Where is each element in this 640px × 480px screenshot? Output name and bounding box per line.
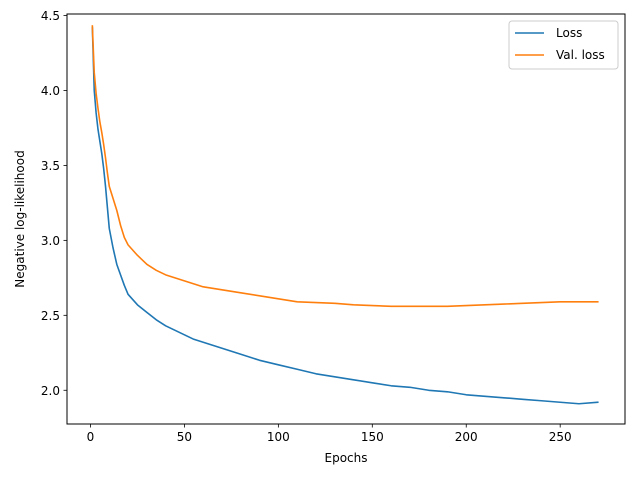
plot-frame: [66, 13, 626, 425]
y-tick-label: 3.0: [41, 234, 60, 248]
y-axis-ticks: 2.0 2.5 3.0 3.5 4.0 4.5: [41, 9, 67, 398]
y-tick-label: 2.5: [41, 309, 60, 323]
y-tick-label: 3.5: [41, 159, 60, 173]
x-tick-label: 150: [361, 430, 384, 444]
x-axis-ticks: 0 50 100 150 200 250: [87, 424, 572, 444]
y-tick-label: 4.0: [41, 84, 60, 98]
series-line-val-loss: [91, 25, 599, 308]
x-tick-label: 50: [177, 430, 192, 444]
x-tick-label: 100: [267, 430, 290, 444]
x-tick-label: 200: [455, 430, 478, 444]
legend-label-val-loss: Val. loss: [556, 48, 605, 62]
x-axis-title: Epochs: [325, 451, 368, 465]
y-axis-title: Negative log-likelihood: [13, 150, 27, 287]
series-line-loss: [91, 26, 599, 405]
legend-label-loss: Loss: [556, 26, 582, 40]
x-tick-label: 250: [549, 430, 572, 444]
legend: Loss Val. loss: [508, 20, 619, 70]
y-tick-label: 4.5: [41, 9, 60, 23]
plot-lines: [91, 25, 599, 405]
x-tick-label: 0: [87, 430, 95, 444]
y-tick-label: 2.0: [41, 384, 60, 398]
